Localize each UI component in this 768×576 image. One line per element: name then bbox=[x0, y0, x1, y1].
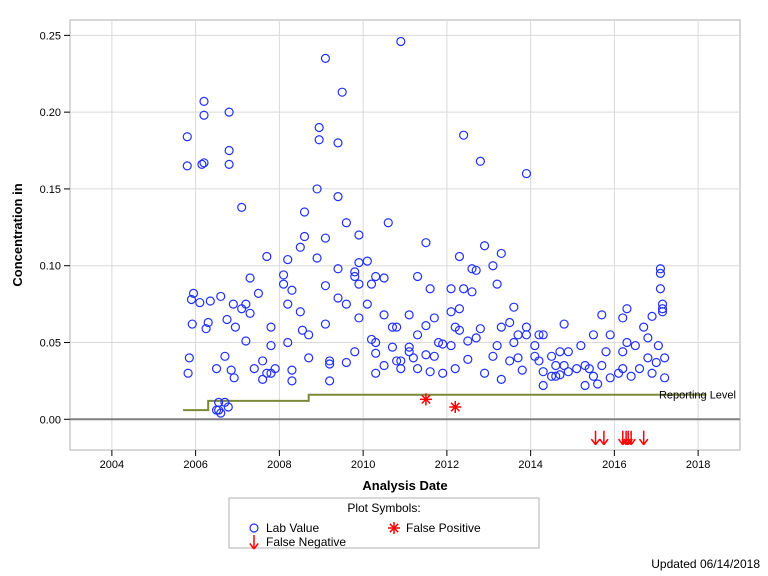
svg-text:2008: 2008 bbox=[267, 459, 291, 471]
svg-text:0.20: 0.20 bbox=[40, 107, 61, 119]
reporting-level-label: Reporting Level bbox=[659, 390, 736, 402]
legend-item-fp: False Positive bbox=[406, 521, 481, 535]
svg-text:2018: 2018 bbox=[686, 459, 710, 471]
legend: Plot Symbols: Lab Value False Positive Fals… bbox=[229, 498, 539, 549]
legend-title: Plot Symbols: bbox=[347, 501, 420, 515]
svg-text:2014: 2014 bbox=[518, 459, 542, 471]
legend-item-fn: False Negative bbox=[266, 535, 346, 549]
svg-text:0.05: 0.05 bbox=[40, 338, 61, 350]
svg-text:2016: 2016 bbox=[602, 459, 626, 471]
false-positive-point bbox=[388, 522, 400, 534]
scatter-chart: 2004 2006 2008 2010 2012 2014 2016 2018 0.00 0.05… bbox=[0, 0, 768, 576]
legend-item-lab: Lab Value bbox=[266, 521, 319, 535]
svg-text:0.25: 0.25 bbox=[40, 30, 61, 42]
footer-updated: Updated 06/14/2018 bbox=[651, 557, 760, 571]
svg-text:2010: 2010 bbox=[351, 459, 375, 471]
svg-text:2006: 2006 bbox=[183, 459, 207, 471]
svg-text:2004: 2004 bbox=[100, 459, 124, 471]
svg-text:2012: 2012 bbox=[435, 459, 459, 471]
false-positive-point bbox=[449, 401, 461, 413]
svg-text:0.00: 0.00 bbox=[40, 414, 61, 426]
x-axis-label: Analysis Date bbox=[362, 478, 447, 493]
plot-panel bbox=[70, 20, 740, 450]
svg-text:0.10: 0.10 bbox=[40, 261, 61, 273]
svg-text:0.15: 0.15 bbox=[40, 184, 61, 196]
y-axis-label: Concentration in bbox=[10, 183, 25, 286]
